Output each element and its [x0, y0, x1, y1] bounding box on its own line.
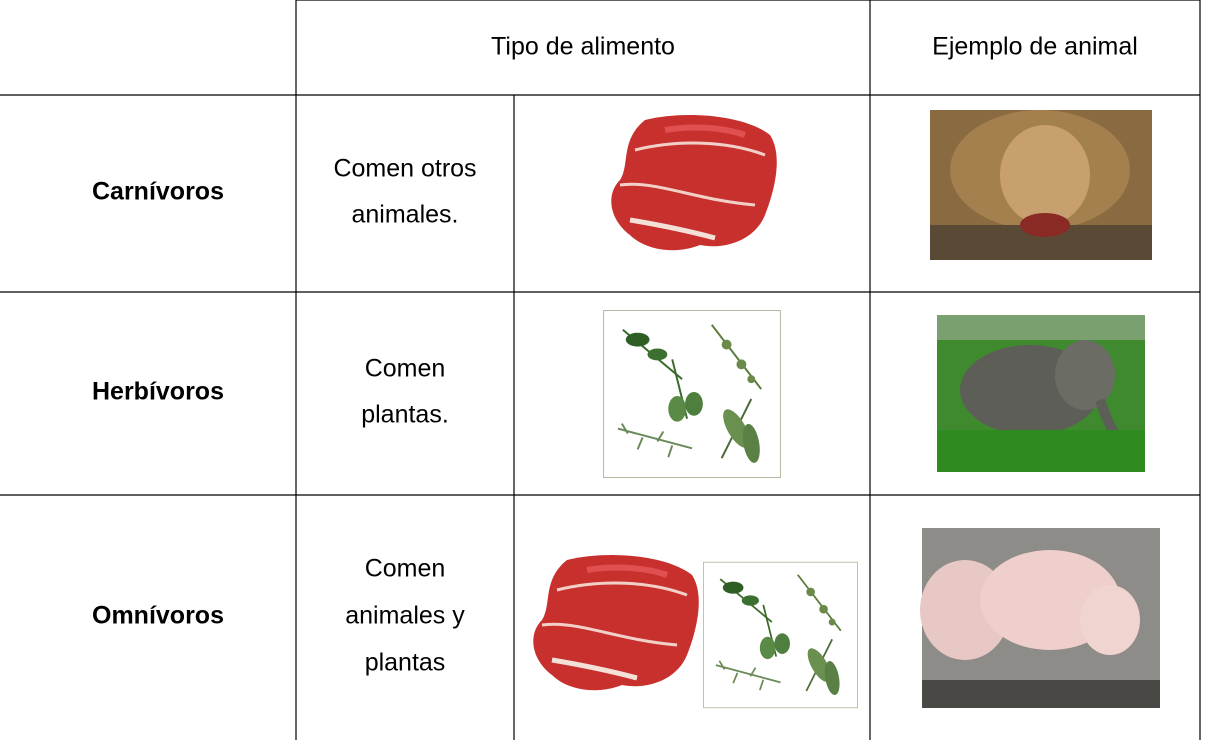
herbs-image — [703, 561, 858, 709]
header-animal: Ejemplo de animal — [932, 33, 1138, 61]
herbs-image — [602, 310, 782, 478]
pigs-image — [920, 528, 1160, 708]
row-description: Comen — [365, 555, 446, 583]
meat-image — [533, 555, 698, 690]
row-name: Carnívoros — [92, 178, 224, 206]
lion-image — [930, 110, 1152, 260]
row-description: Comen otros — [333, 155, 476, 183]
row-description: animales y — [345, 602, 465, 630]
elephant-image — [937, 315, 1145, 472]
row-description: plantas. — [361, 401, 449, 429]
header-food: Tipo de alimento — [491, 33, 675, 61]
row-name: Herbívoros — [92, 378, 224, 406]
row-name: Omnívoros — [92, 602, 224, 630]
row-description: plantas — [365, 649, 446, 677]
row-description: Comen — [365, 355, 446, 383]
row-description: animales. — [352, 201, 459, 229]
meat-image — [611, 115, 776, 250]
